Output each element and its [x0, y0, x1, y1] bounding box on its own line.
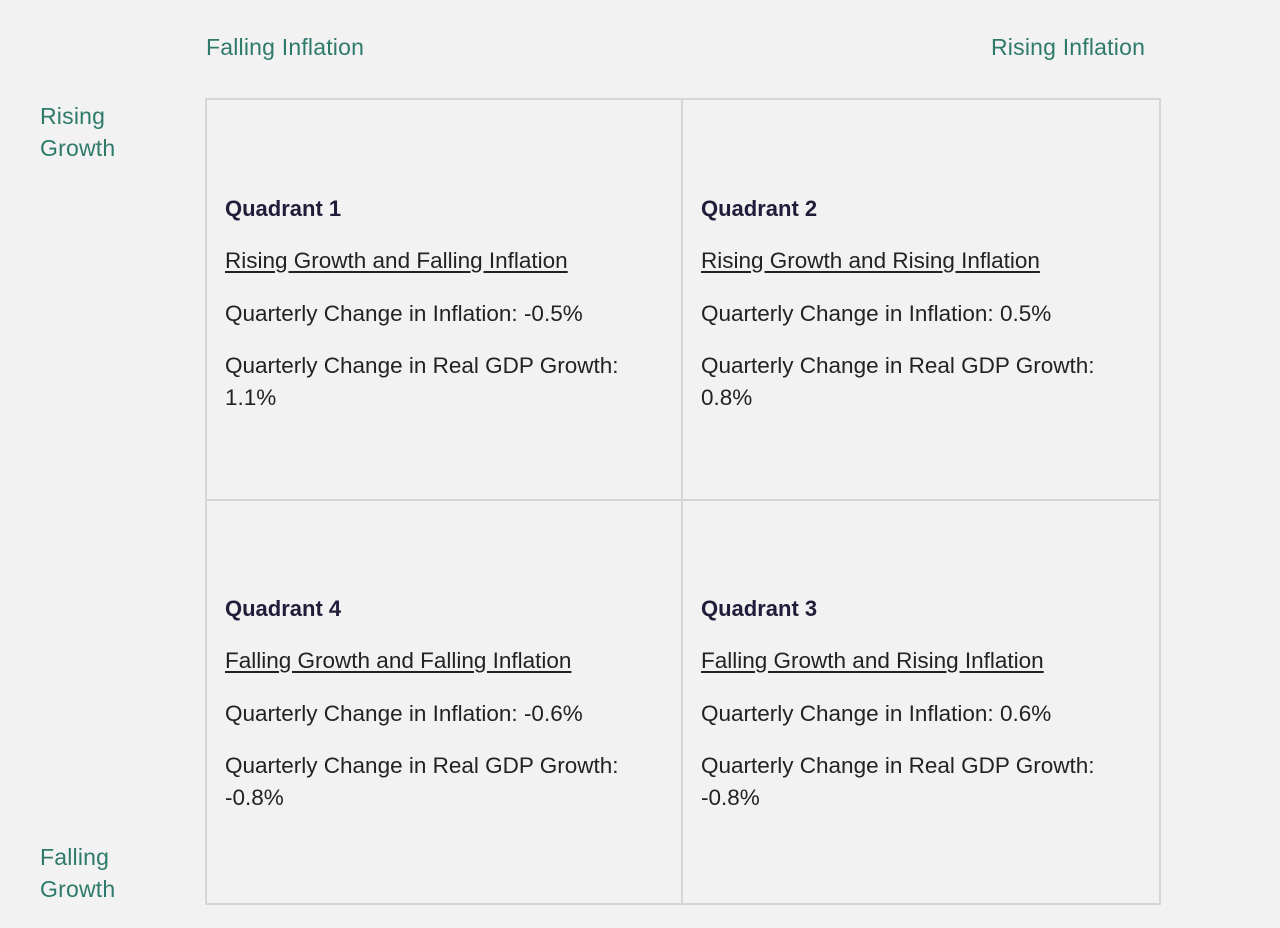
inflation-change-value: 0.5%	[999, 301, 1052, 326]
axis-label-falling-growth-line-2: Growth	[40, 876, 116, 902]
axis-label-falling-growth: Falling Growth	[40, 841, 115, 905]
axis-label-falling-inflation: Falling Inflation	[206, 34, 365, 60]
quadrant-title: Quadrant 3	[701, 596, 818, 621]
inflation-change-label: Quarterly Change in Inflation:	[701, 301, 994, 326]
gdp-change-label: Quarterly Change in Real GDP Growth:	[701, 753, 1095, 778]
gdp-change-label: Quarterly Change in Real GDP Growth:	[225, 753, 619, 778]
inflation-change: Quarterly Change in Inflation: -0.5%	[225, 298, 663, 330]
axis-label-rising-growth-line-1: Rising	[40, 103, 106, 129]
quadrant-3: Quadrant 3 Falling Growth and Rising Inf…	[683, 501, 1159, 903]
inflation-change-label: Quarterly Change in Inflation:	[225, 301, 518, 326]
quadrant-title: Quadrant 4	[225, 596, 342, 621]
inflation-change-value: -0.6%	[523, 701, 583, 726]
gdp-change-value: -0.8%	[701, 785, 760, 810]
axis-label-falling-growth-line-1: Falling	[40, 844, 110, 870]
quadrant-subtitle: Rising Growth and Falling Inflation	[225, 248, 568, 273]
quadrant-subtitle: Falling Growth and Falling Inflation	[225, 648, 572, 673]
gdp-change: Quarterly Change in Real GDP Growth: -0.…	[225, 750, 663, 814]
quadrant-2: Quadrant 2 Rising Growth and Rising Infl…	[683, 100, 1159, 501]
quadrant-title: Quadrant 1	[225, 196, 342, 221]
axis-label-rising-growth-line-2: Growth	[40, 135, 116, 161]
inflation-change-label: Quarterly Change in Inflation:	[701, 701, 994, 726]
inflation-change: Quarterly Change in Inflation: 0.5%	[701, 298, 1141, 330]
inflation-change-value: 0.6%	[999, 701, 1052, 726]
gdp-change-label: Quarterly Change in Real GDP Growth:	[225, 353, 619, 378]
quadrant-grid: Quadrant 1 Rising Growth and Falling Inf…	[205, 98, 1161, 905]
inflation-change-value: -0.5%	[523, 301, 583, 326]
quadrant-title: Quadrant 2	[701, 196, 818, 221]
axis-label-rising-growth: Rising Growth	[40, 100, 115, 164]
gdp-change-value: 0.8%	[701, 385, 753, 410]
quadrant-1: Quadrant 1 Rising Growth and Falling Inf…	[207, 100, 683, 501]
inflation-change-label: Quarterly Change in Inflation:	[225, 701, 518, 726]
quadrant-subtitle: Rising Growth and Rising Inflation	[701, 248, 1040, 273]
quadrant-subtitle: Falling Growth and Rising Inflation	[701, 648, 1044, 673]
gdp-change-value: -0.8%	[225, 785, 284, 810]
gdp-change-label: Quarterly Change in Real GDP Growth:	[701, 353, 1095, 378]
gdp-change-value: 1.1%	[225, 385, 277, 410]
quadrant-4: Quadrant 4 Falling Growth and Falling In…	[207, 501, 683, 903]
inflation-change: Quarterly Change in Inflation: 0.6%	[701, 698, 1141, 730]
gdp-change: Quarterly Change in Real GDP Growth: -0.…	[701, 750, 1141, 814]
inflation-change: Quarterly Change in Inflation: -0.6%	[225, 698, 663, 730]
gdp-change: Quarterly Change in Real GDP Growth: 0.8…	[701, 350, 1141, 414]
gdp-change: Quarterly Change in Real GDP Growth: 1.1…	[225, 350, 663, 414]
axis-label-rising-inflation: Rising Inflation	[991, 34, 1146, 60]
